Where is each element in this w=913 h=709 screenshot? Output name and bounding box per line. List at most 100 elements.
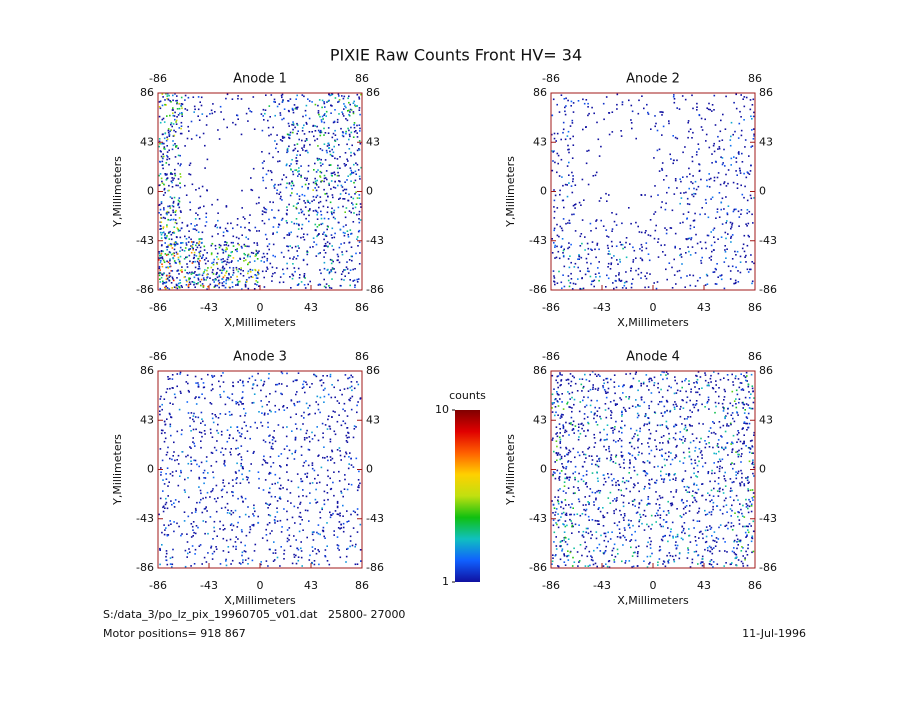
count-dot [219,521,221,523]
count-dot [249,230,251,232]
count-dot [168,95,170,97]
count-dot [267,120,269,122]
count-dot [585,454,587,456]
count-dot [324,218,326,220]
count-dot [207,374,209,376]
count-dot [357,531,359,533]
count-dot [258,487,260,489]
count-dot [559,432,561,434]
count-dot [176,236,178,238]
count-dot [298,549,300,551]
count-dot [169,402,171,404]
count-dot [348,520,350,522]
count-dot [683,192,685,194]
count-dot [223,525,225,527]
count-dot [200,544,202,546]
count-dot [161,544,163,546]
count-dot [578,100,580,102]
count-dot [730,403,732,405]
count-dot [169,158,171,160]
count-dot [254,422,256,424]
count-dot [228,483,230,485]
count-dot [731,414,733,416]
count-dot [568,460,570,462]
count-dot [188,173,190,175]
count-dot [665,203,667,205]
count-dot [554,496,556,498]
count-dot [194,286,196,288]
count-dot [595,464,597,466]
count-dot [171,282,173,284]
count-dot [172,374,174,376]
count-dot [340,557,342,559]
count-dot [180,176,182,178]
count-dot [347,489,349,491]
count-dot [269,243,271,245]
count-dot [596,491,598,493]
count-dot [639,231,641,233]
count-dot [191,523,193,525]
count-dot [293,256,295,258]
count-dot [331,175,333,177]
count-dot [337,158,339,160]
count-dot [313,539,315,541]
count-dot [697,243,699,245]
count-dot [698,388,700,390]
count-dot [344,211,346,213]
count-dot [750,195,752,197]
count-dot [287,529,289,531]
count-dot [577,267,579,269]
count-dot [359,176,361,178]
count-dot [674,193,676,195]
count-dot [553,270,555,272]
count-dot [360,398,362,400]
count-dot [304,273,306,275]
count-dot [217,199,219,201]
count-dot [312,189,314,191]
count-dot [596,244,598,246]
count-dot [303,417,305,419]
count-dot [346,251,348,253]
count-dot [302,489,304,491]
count-dot [164,261,166,263]
count-dot [554,245,556,247]
count-dot [318,551,320,553]
count-dot [599,276,601,278]
count-dot [322,163,324,165]
count-dot [738,432,740,434]
count-dot [330,374,332,376]
count-dot [225,98,227,100]
count-dot [564,286,566,288]
count-dot [160,151,162,153]
count-dot [325,424,327,426]
count-dot [172,270,174,272]
count-dot [340,128,342,130]
count-dot [217,497,219,499]
y2-tick-label: 43 [366,135,380,148]
count-dot [235,479,237,481]
count-dot [241,529,243,531]
count-dot [707,385,709,387]
count-dot [731,462,733,464]
count-dot [637,435,639,437]
count-dot [682,442,684,444]
count-dot [623,459,625,461]
count-dot [177,253,179,255]
count-dot [744,256,746,258]
count-dot [346,453,348,455]
count-dot [165,288,167,290]
count-dot [583,386,585,388]
count-dot [166,140,168,142]
count-dot [273,541,275,543]
count-dot [699,114,701,116]
count-dot [359,483,361,485]
count-dot [714,242,716,244]
count-dot [625,396,627,398]
count-dot [317,396,319,398]
count-dot [205,506,207,508]
count-dot [302,194,304,196]
count-dot [287,100,289,102]
count-dot [734,463,736,465]
count-dot [661,436,663,438]
count-dot [180,128,182,130]
